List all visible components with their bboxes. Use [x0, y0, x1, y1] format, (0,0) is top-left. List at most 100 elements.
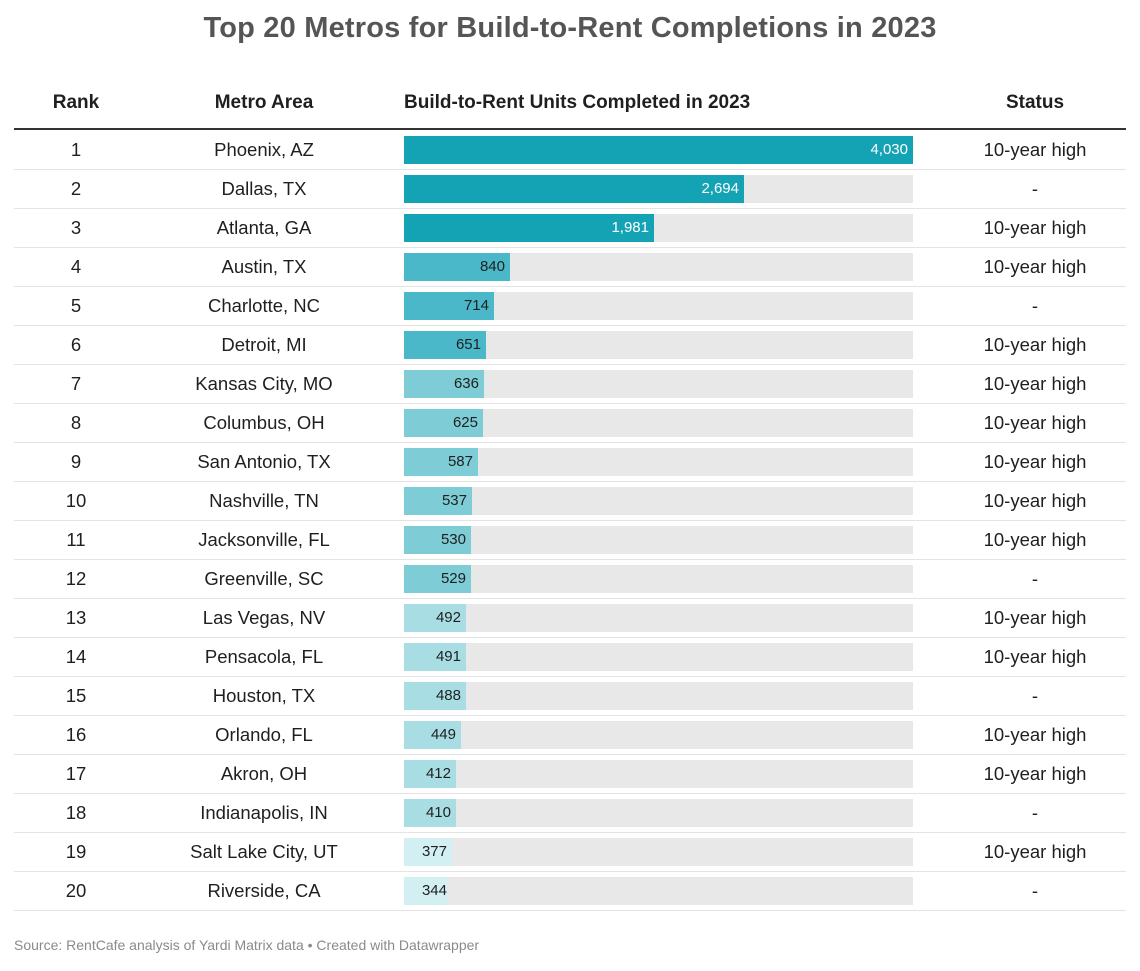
- bar: [404, 682, 466, 710]
- bar-track: 412: [404, 760, 913, 788]
- column-header-units[interactable]: Build-to-Rent Units Completed in 2023: [404, 92, 751, 113]
- metro-cell: Indianapolis, IN: [200, 802, 328, 823]
- rank-cell: 3: [70, 217, 82, 238]
- column-header-metro[interactable]: Metro Area: [214, 92, 314, 113]
- status-cell: 10-year high: [983, 451, 1087, 472]
- bar-value-label: 529: [440, 570, 466, 587]
- status-cell: 10-year high: [983, 256, 1087, 277]
- bar-track: 491: [404, 643, 913, 671]
- bar: [404, 643, 466, 671]
- bar: [404, 331, 486, 359]
- rank-cell: 12: [65, 568, 87, 589]
- bar-value-label: 1,981: [611, 219, 649, 236]
- bar: [404, 487, 472, 515]
- table-row: 10 Nashville, TN 537 10-year high: [14, 482, 1126, 521]
- bar: [404, 214, 654, 242]
- rank-cell: 10: [65, 490, 87, 511]
- footer-separator: •: [303, 937, 317, 953]
- table-row: 20 Riverside, CA 344 -: [14, 872, 1126, 911]
- table-row: 7 Kansas City, MO 636 10-year high: [14, 365, 1126, 404]
- bar: [404, 448, 478, 476]
- metro-cell: Columbus, OH: [203, 412, 325, 433]
- bar-track: 530: [404, 526, 913, 554]
- table-row: 1 Phoenix, AZ 4,030 10-year high: [14, 131, 1126, 170]
- bar: [404, 253, 510, 281]
- status-cell: 10-year high: [983, 763, 1087, 784]
- table-row: 8 Columbus, OH 625 10-year high: [14, 404, 1126, 443]
- rank-cell: 7: [70, 373, 82, 394]
- column-header-status[interactable]: Status: [1005, 92, 1065, 113]
- bar-track: 537: [404, 487, 913, 515]
- table-row: 11 Jacksonville, FL 530 10-year high: [14, 521, 1126, 560]
- metro-cell: Riverside, CA: [207, 880, 321, 901]
- metro-cell: Nashville, TN: [209, 490, 319, 511]
- metro-cell: Greenville, SC: [204, 568, 324, 589]
- chart-title: Top 20 Metros for Build-to-Rent Completi…: [203, 12, 937, 44]
- bar-track: 2,694: [404, 175, 913, 203]
- rank-cell: 15: [65, 685, 87, 706]
- column-header-rank[interactable]: Rank: [52, 92, 100, 113]
- metro-cell: Pensacola, FL: [204, 646, 324, 667]
- bar-value-label: 412: [425, 765, 451, 782]
- bar-value-label: 714: [463, 297, 489, 314]
- status-cell: 10-year high: [983, 334, 1087, 355]
- metro-cell: Phoenix, AZ: [214, 139, 314, 160]
- bar-track: 714: [404, 292, 913, 320]
- bar-track: 410: [404, 799, 913, 827]
- bar: [404, 136, 913, 164]
- bar-track: 449: [404, 721, 913, 749]
- bar-value-label: 344: [421, 882, 447, 899]
- status-cell: 10-year high: [983, 607, 1087, 628]
- status-cell: 10-year high: [983, 646, 1087, 667]
- bar-track: 488: [404, 682, 913, 710]
- status-cell: 10-year high: [983, 490, 1087, 511]
- bar: [404, 604, 466, 632]
- table-row: 2 Dallas, TX 2,694 -: [14, 170, 1126, 209]
- rank-cell: 5: [70, 295, 82, 316]
- bar: [404, 838, 452, 866]
- table-row: 5 Charlotte, NC 714 -: [14, 287, 1126, 326]
- bar: [404, 565, 471, 593]
- rank-cell: 9: [70, 451, 82, 472]
- metro-cell: Austin, TX: [221, 256, 307, 277]
- rank-cell: 17: [65, 763, 87, 784]
- metro-cell: Houston, TX: [212, 685, 316, 706]
- bar-value-label: 636: [453, 375, 479, 392]
- rank-cell: 13: [65, 607, 87, 628]
- rank-cell: 8: [70, 412, 82, 433]
- status-cell: -: [1031, 568, 1039, 589]
- table-row: 14 Pensacola, FL 491 10-year high: [14, 638, 1126, 677]
- bar: [404, 799, 456, 827]
- bar: [404, 409, 483, 437]
- metro-cell: Las Vegas, NV: [202, 607, 326, 628]
- status-cell: -: [1031, 178, 1039, 199]
- bar-value-label: 625: [452, 414, 478, 431]
- status-cell: -: [1031, 685, 1039, 706]
- table-row: 13 Las Vegas, NV 492 10-year high: [14, 599, 1126, 638]
- metro-cell: Salt Lake City, UT: [190, 841, 338, 862]
- rank-cell: 20: [65, 880, 87, 901]
- bar-track: 492: [404, 604, 913, 632]
- bar: [404, 175, 744, 203]
- metro-cell: Detroit, MI: [221, 334, 307, 355]
- table-row: 3 Atlanta, GA 1,981 10-year high: [14, 209, 1126, 248]
- rank-cell: 18: [65, 802, 87, 823]
- metro-cell: Atlanta, GA: [216, 217, 312, 238]
- table-row: 6 Detroit, MI 651 10-year high: [14, 326, 1126, 365]
- bar-track: 636: [404, 370, 913, 398]
- bar-track: 1,981: [404, 214, 913, 242]
- bar-value-label: 410: [425, 804, 451, 821]
- status-cell: 10-year high: [983, 217, 1087, 238]
- rank-cell: 14: [65, 646, 87, 667]
- metro-cell: Orlando, FL: [215, 724, 313, 745]
- table-row: 19 Salt Lake City, UT 377 10-year high: [14, 833, 1126, 872]
- status-cell: -: [1031, 802, 1039, 823]
- bar-value-label: 651: [455, 336, 481, 353]
- rank-cell: 2: [70, 178, 82, 199]
- rank-cell: 19: [65, 841, 87, 862]
- status-cell: 10-year high: [983, 841, 1087, 862]
- bar: [404, 526, 471, 554]
- bar: [404, 721, 461, 749]
- bar-value-label: 491: [435, 648, 461, 665]
- metro-cell: Akron, OH: [220, 763, 308, 784]
